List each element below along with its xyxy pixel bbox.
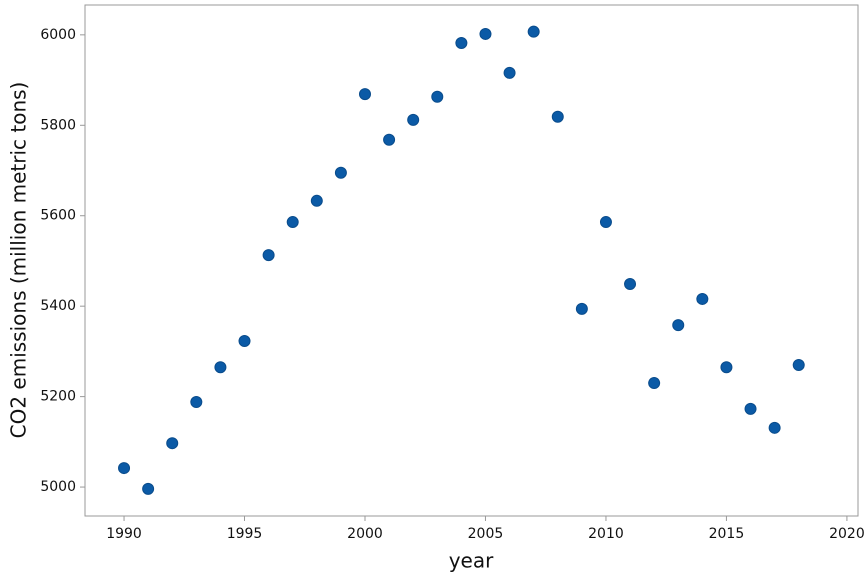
x-tick-label: 1995 — [227, 526, 263, 542]
x-axis-title: year — [449, 549, 494, 573]
point — [407, 113, 420, 126]
point — [527, 25, 540, 38]
point — [503, 66, 516, 79]
x-tick-label: 2010 — [588, 526, 624, 542]
point — [575, 302, 588, 315]
point — [720, 361, 733, 374]
point — [383, 133, 396, 146]
y-tick-label: 5800 — [40, 117, 76, 133]
point — [551, 110, 564, 123]
point — [455, 36, 468, 49]
x-tick-label: 2015 — [709, 526, 745, 542]
point — [358, 88, 371, 101]
point — [190, 396, 203, 409]
x-tick-label: 2005 — [468, 526, 504, 542]
point — [166, 437, 179, 450]
y-tick-label: 5200 — [40, 389, 76, 405]
y-tick-label: 5400 — [40, 298, 76, 314]
point — [672, 319, 685, 332]
plot-frame — [84, 4, 859, 517]
x-tick-label: 2020 — [829, 526, 865, 542]
point — [624, 278, 637, 291]
point — [479, 27, 492, 40]
y-tick-label: 5600 — [40, 208, 76, 224]
point — [214, 361, 227, 374]
x-tick-label: 1990 — [106, 526, 142, 542]
point — [262, 249, 275, 262]
y-tick-label: 6000 — [40, 27, 76, 43]
y-tick-label: 5000 — [40, 479, 76, 495]
point — [310, 194, 323, 207]
point — [744, 402, 757, 415]
point — [768, 421, 781, 434]
point — [696, 292, 709, 305]
point — [648, 377, 661, 390]
x-tick-label: 2000 — [347, 526, 383, 542]
point — [334, 166, 347, 179]
point — [142, 482, 155, 495]
point — [792, 358, 805, 371]
y-axis-title: CO2 emissions (million metric tons) — [7, 82, 31, 439]
point — [599, 216, 612, 229]
point — [238, 334, 251, 347]
point — [118, 462, 131, 475]
point — [286, 216, 299, 229]
point — [431, 90, 444, 103]
